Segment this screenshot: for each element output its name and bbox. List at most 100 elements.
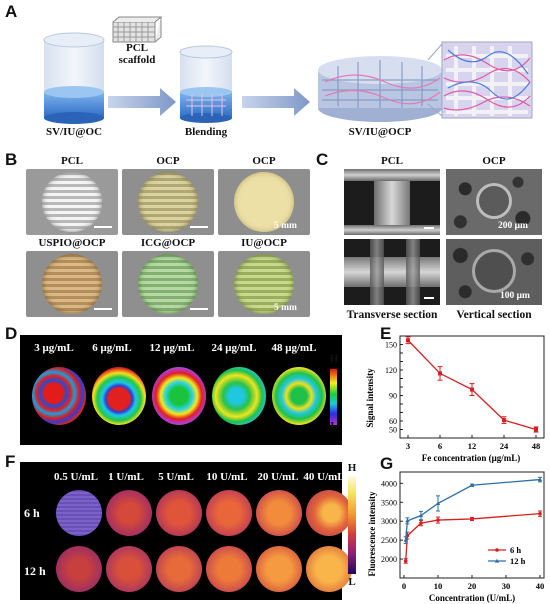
photo-pcl bbox=[26, 169, 118, 235]
f-label-3: 5 U/mL bbox=[158, 471, 194, 483]
e-point bbox=[534, 427, 538, 432]
d-bar-high: H bbox=[329, 353, 339, 365]
fl-disk-6h-5 bbox=[156, 490, 202, 536]
mri-disk-3 bbox=[32, 367, 86, 425]
fl-disk-12h-10 bbox=[206, 546, 252, 592]
g-xtick-label: 40 bbox=[536, 581, 545, 591]
step3-label: SV/IU@OCP bbox=[348, 126, 412, 138]
mri-colorbar bbox=[330, 369, 337, 425]
g-point bbox=[418, 513, 424, 518]
beaker-oc bbox=[43, 32, 105, 124]
fl-colorbar bbox=[348, 476, 356, 574]
panel-g-letter: G bbox=[380, 454, 394, 473]
mri-disk-48 bbox=[272, 367, 326, 425]
d-label-3: 12 μg/mL bbox=[149, 342, 195, 354]
g-legend-marker bbox=[494, 558, 500, 563]
b-scale-text-bottom: 5 mm bbox=[274, 303, 297, 313]
sem-ocp-vertical: 100 μm bbox=[446, 239, 542, 305]
fl-disk-12h-5 bbox=[156, 546, 202, 592]
scaffold-label-line1: PCL bbox=[126, 42, 148, 54]
f-bar-low: L bbox=[348, 576, 356, 588]
f-label-2: 1 U/mL bbox=[108, 471, 144, 483]
scalebar bbox=[190, 226, 208, 228]
fl-disk-6h-1 bbox=[106, 490, 152, 536]
e-ytick-label: 150 bbox=[385, 341, 397, 350]
panel-b-letter: B bbox=[5, 150, 18, 169]
b-label-4: USPIO@OCP bbox=[38, 237, 106, 249]
g-legend-label: 6 h bbox=[510, 545, 521, 555]
fluorescence-panel: 0.5 U/mL 1 U/mL 5 U/mL 10 U/mL 20 U/mL 4… bbox=[20, 462, 352, 600]
g-point bbox=[405, 518, 410, 523]
chart-e: Signal intensity Fe concentration (μg/mL… bbox=[365, 335, 545, 463]
g-series-line bbox=[405, 512, 541, 562]
g-point bbox=[403, 559, 408, 563]
e-xtick-label: 6 bbox=[438, 441, 442, 451]
photo-uspio-ocp bbox=[26, 251, 118, 317]
step2-label: Blending bbox=[184, 126, 228, 138]
photo-ocp-1 bbox=[122, 169, 214, 235]
g-point bbox=[435, 501, 441, 506]
d-bar-low: L bbox=[330, 420, 338, 432]
pcl-scaffold-icon bbox=[112, 16, 163, 43]
c-row1-label: Transverse section bbox=[346, 309, 438, 321]
beaker-blending bbox=[179, 45, 233, 123]
f-label-5: 20 U/mL bbox=[257, 471, 299, 483]
b-label-1: PCL bbox=[61, 155, 83, 167]
b-label-2: OCP bbox=[156, 155, 180, 167]
g-ylabel: Fluorescence intensity bbox=[367, 491, 377, 577]
mri-disk-6 bbox=[92, 367, 146, 425]
g-point bbox=[436, 518, 440, 522]
e-point bbox=[470, 387, 474, 392]
scalebar bbox=[190, 308, 208, 310]
e-ytick-label: 120 bbox=[385, 366, 397, 375]
g-ytick-label: 4000 bbox=[381, 479, 397, 488]
scalebar bbox=[94, 226, 112, 228]
c-scale-text-1: 200 μm bbox=[498, 221, 528, 231]
e-xtick-label: 48 bbox=[532, 441, 541, 451]
panel-a-letter: A bbox=[5, 2, 18, 21]
g-ytick-label: 2000 bbox=[381, 555, 397, 564]
f-label-1: 0.5 U/mL bbox=[54, 471, 98, 483]
panel-e-letter: E bbox=[380, 324, 392, 343]
d-label-1: 3 μg/mL bbox=[34, 342, 74, 354]
scalebar bbox=[424, 227, 434, 229]
fl-disk-12h-1 bbox=[106, 546, 152, 592]
mri-panel: 3 μg/mL 6 μg/mL 12 μg/mL 24 μg/mL 48 μg/… bbox=[20, 335, 342, 445]
b-scale-text-top: 5 mm bbox=[274, 221, 297, 231]
step1-label: SV/IU@OC bbox=[45, 126, 103, 138]
g-series-line bbox=[405, 478, 541, 541]
photo-ocp-2: 5 mm bbox=[218, 169, 310, 235]
arrow-2 bbox=[242, 88, 310, 116]
e-ytick-label: 50 bbox=[389, 426, 397, 435]
f-row1-label: 6 h bbox=[24, 506, 40, 520]
mri-disk-12 bbox=[152, 367, 206, 425]
fl-disk-12h-40 bbox=[306, 546, 352, 592]
photo-iu-ocp: 5 mm bbox=[218, 251, 310, 317]
e-point bbox=[438, 371, 442, 376]
panel-a-schematic bbox=[43, 16, 533, 124]
g-xtick-label: 20 bbox=[468, 581, 477, 591]
c-scale-text-2: 100 μm bbox=[500, 291, 530, 301]
scaffold-label-line2: scaffold bbox=[118, 54, 156, 66]
g-ytick-label: 3000 bbox=[381, 517, 397, 526]
sem-pcl-transverse bbox=[344, 169, 440, 235]
b-label-3: OCP bbox=[252, 155, 276, 167]
sem-pcl-vertical bbox=[344, 239, 440, 305]
g-point bbox=[419, 521, 423, 525]
panel-d-letter: D bbox=[5, 324, 18, 343]
f-label-4: 10 U/mL bbox=[206, 471, 248, 483]
scalebar bbox=[94, 308, 112, 310]
g-ytick-label: 3500 bbox=[381, 498, 397, 507]
e-ytick-label: 60 bbox=[389, 417, 397, 426]
b-label-6: IU@OCP bbox=[241, 237, 287, 249]
g-point bbox=[470, 517, 474, 521]
e-ytick-label: 90 bbox=[389, 392, 397, 401]
panel-f-letter: F bbox=[5, 452, 16, 471]
g-point bbox=[403, 537, 408, 542]
b-label-5: ICG@OCP bbox=[140, 237, 196, 249]
fl-disk-12h-0.5 bbox=[56, 546, 102, 592]
g-legend-label: 12 h bbox=[510, 556, 526, 566]
f-bar-high: H bbox=[347, 462, 357, 474]
g-xtick-label: 10 bbox=[434, 581, 443, 591]
e-xlabel: Fe concentration (μg/mL) bbox=[422, 453, 521, 463]
